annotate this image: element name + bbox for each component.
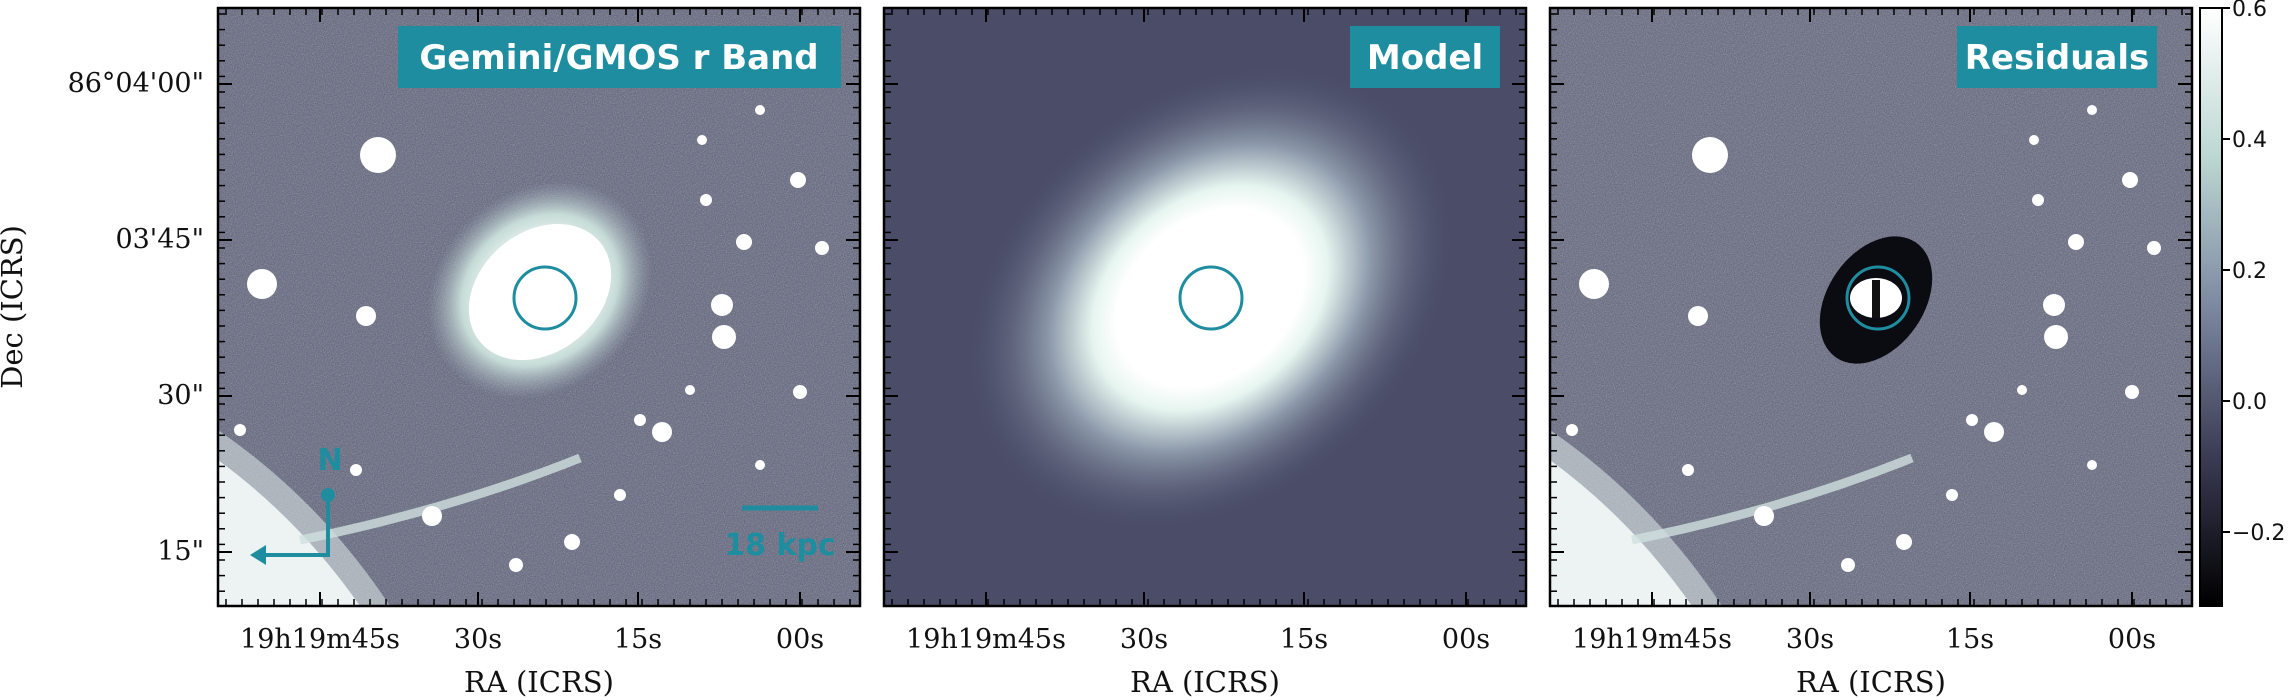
ra-axis-label: RA (ICRS) <box>1796 665 1946 699</box>
ra-axis-label: RA (ICRS) <box>464 665 614 699</box>
colorbar-gradient <box>2199 7 2223 607</box>
compass-north-dot <box>321 488 335 502</box>
panel-data: N 18 kpc Gemini/GMOS r Band <box>216 6 862 608</box>
galaxy-core <box>468 223 612 361</box>
ra-tick-label: 00s <box>776 624 824 655</box>
ra-tick-label: 15s <box>614 624 662 655</box>
panel-title: Model <box>1367 38 1483 78</box>
model-marker-circle <box>1178 265 1244 331</box>
field-stars <box>1566 105 2161 572</box>
dec-tick-label: 03'45" <box>115 224 204 255</box>
colorbar-tick-label: 0.2 <box>2232 259 2267 284</box>
panel-residuals: Residuals <box>1548 6 2194 608</box>
panel-frame <box>1548 6 2194 608</box>
ra-tick-label: 19h19m45s <box>1572 624 1732 655</box>
galaxy-marker-circle <box>512 265 578 331</box>
compass: N <box>250 443 343 565</box>
panel-title-badge <box>1350 26 1500 88</box>
bright-star-glow <box>218 430 390 606</box>
colorbar-tick-label: 0.0 <box>2232 390 2267 415</box>
residual-core-split <box>1872 280 1880 318</box>
ra-tick-label: 30s <box>1120 624 1168 655</box>
colorbar-tick-label: −0.2 <box>2232 521 2285 546</box>
dec-tick-label: 30" <box>157 380 204 411</box>
ra-tick-label: 15s <box>1946 624 1994 655</box>
ra-axis-panel-data: 19h19m45s 30s 15s 00s RA (ICRS) <box>240 624 824 699</box>
dec-axis: 86°04'00" 03'45" 30" 15" Dec (ICRS) <box>0 68 204 567</box>
ra-tick-label: 19h19m45s <box>240 624 400 655</box>
panel-frame <box>216 6 862 608</box>
ra-axis-panel-model: 19h19m45s 30s 15s 00s RA (ICRS) <box>906 624 1490 699</box>
panel-frame <box>882 6 1528 608</box>
panel-title: Gemini/GMOS r Band <box>419 38 818 78</box>
ra-tick-label: 19h19m45s <box>906 624 1066 655</box>
axis-ticks <box>218 8 2192 606</box>
field-stars <box>234 105 829 572</box>
colorbar-tick-label: 0.4 <box>2232 128 2267 153</box>
dec-tick-label: 15" <box>157 536 204 567</box>
panel-title-badge <box>398 26 841 88</box>
scale-bar-label: 18 kpc <box>724 528 835 563</box>
ra-tick-label: 30s <box>1786 624 1834 655</box>
ra-tick-label: 15s <box>1280 624 1328 655</box>
compass-north-label: N <box>317 443 342 478</box>
streak <box>299 453 582 545</box>
residual-marker-circle <box>1845 265 1911 331</box>
ra-tick-label: 00s <box>1442 624 1490 655</box>
colorbar-ticks <box>2222 7 2230 533</box>
panel-title-badge <box>1957 26 2157 88</box>
model-galaxy-core <box>1125 217 1295 379</box>
bright-star-glow <box>1550 430 1722 606</box>
panel-model: Model <box>882 6 1528 608</box>
panel-title: Residuals <box>1965 38 2150 78</box>
streak <box>1631 453 1914 545</box>
dec-tick-label: 86°04'00" <box>68 68 204 99</box>
colorbar-tick-label: 0.6 <box>2232 0 2267 22</box>
ra-tick-label: 00s <box>2108 624 2156 655</box>
dec-axis-label: Dec (ICRS) <box>0 225 29 389</box>
compass-east-arrow <box>250 545 266 565</box>
colorbar: 0.6 0.4 0.2 0.0 −0.2 <box>2199 0 2285 607</box>
ra-axis-label: RA (ICRS) <box>1130 665 1280 699</box>
ra-axis-panel-residuals: 19h19m45s 30s 15s 00s RA (ICRS) <box>1572 624 2156 699</box>
ra-tick-label: 30s <box>454 624 502 655</box>
